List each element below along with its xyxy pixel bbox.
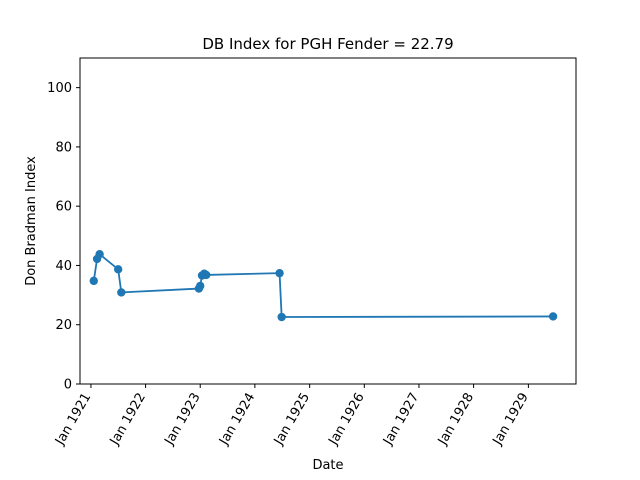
data-point [117, 288, 126, 297]
data-point [202, 270, 211, 280]
x-tick-label: Jan 1922 [107, 391, 149, 449]
x-tick-label: Jan 1925 [271, 391, 313, 449]
x-tick-label: Jan 1923 [162, 391, 204, 449]
x-tick-label: Jan 1926 [326, 391, 368, 449]
x-tick-label: Jan 1921 [52, 391, 94, 449]
data-point [95, 249, 104, 259]
series-line [92, 252, 554, 318]
y-tick-label: 100 [47, 81, 72, 96]
x-axis: Jan 1921 Jan 1922 Jan 1923 Jan 1924 Jan 1925… [52, 384, 532, 448]
x-tick-label: Jan 1924 [216, 391, 258, 449]
x-tick-label: Jan 1927 [380, 391, 422, 449]
y-axis: 0 20 40 60 80 100 [47, 81, 80, 393]
data-point [113, 265, 123, 274]
data-point [548, 312, 558, 321]
data-point [196, 281, 205, 291]
y-tick-label: 20 [55, 318, 72, 333]
y-tick-label: 0 [64, 378, 72, 393]
data-point [275, 268, 284, 278]
x-axis-label: Date [312, 458, 343, 473]
chart-title: DB Index for PGH Fender = 22.79 [202, 35, 453, 53]
plot-frame [79, 57, 577, 385]
y-axis-label: Don Bradman Index [24, 156, 39, 286]
x-tick-label: Jan 1929 [490, 391, 532, 449]
plot-area [89, 249, 558, 322]
data-point [89, 276, 98, 286]
y-tick-label: 60 [55, 200, 72, 215]
x-tick-label: Jan 1928 [435, 391, 477, 449]
y-tick-label: 40 [55, 259, 72, 274]
y-tick-label: 80 [55, 140, 72, 155]
data-point [277, 312, 286, 322]
